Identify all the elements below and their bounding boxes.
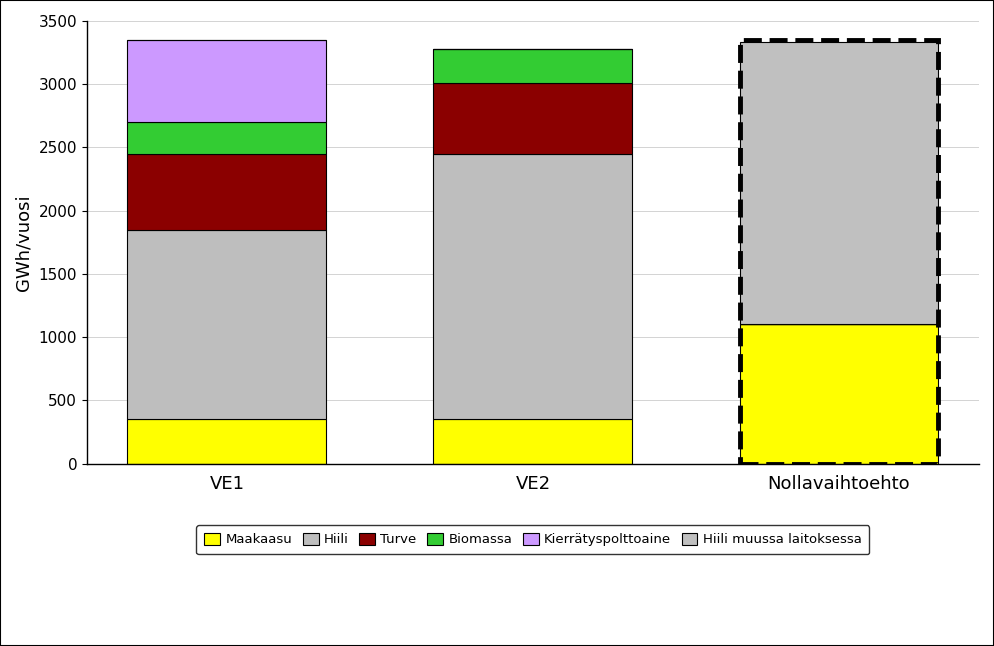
- Bar: [127, 154, 326, 229]
- Legend: Maakaasu, Hiili, Turve, Biomassa, Kierrätyspolttoaine, Hiili muussa laitoksessa: Maakaasu, Hiili, Turve, Biomassa, Kierrä…: [197, 525, 870, 554]
- Bar: [740, 40, 938, 464]
- Bar: [433, 83, 632, 154]
- Bar: [433, 154, 632, 419]
- Bar: [740, 43, 938, 324]
- Bar: [127, 122, 326, 154]
- Bar: [433, 49, 632, 83]
- Y-axis label: GWh/vuosi: GWh/vuosi: [15, 194, 33, 291]
- Bar: [127, 229, 326, 419]
- Bar: [740, 324, 938, 464]
- Bar: [433, 419, 632, 464]
- Bar: [127, 40, 326, 122]
- Bar: [127, 419, 326, 464]
